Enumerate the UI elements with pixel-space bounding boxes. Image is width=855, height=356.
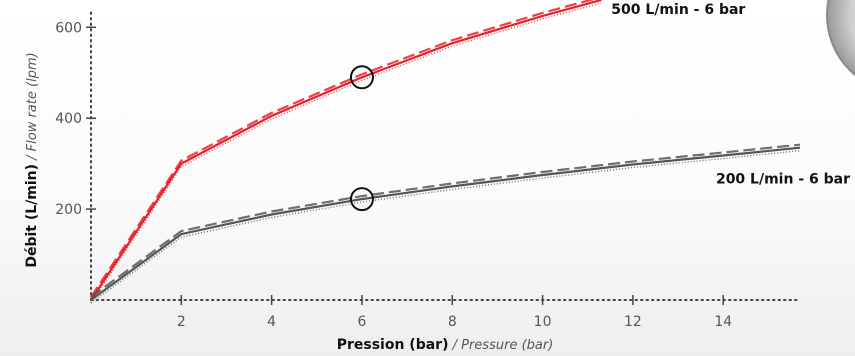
series-1-marker bbox=[349, 65, 374, 90]
x-tick-label: 4 bbox=[267, 314, 276, 330]
series-2-dashed-line bbox=[90, 143, 801, 298]
y-axis-label-main: Débit (L/min) bbox=[24, 164, 40, 268]
series-labels: 500 L/min - 6 bar 200 L/min - 6 bar bbox=[611, 2, 850, 188]
series-2-marker bbox=[349, 187, 374, 212]
series-layer bbox=[90, 0, 801, 304]
series-1-label: 500 L/min - 6 bar bbox=[611, 2, 745, 18]
series-1-dashed-line bbox=[90, 0, 595, 298]
axes bbox=[90, 11, 801, 301]
y-axis-label-alt: / Flow rate (lpm) bbox=[25, 52, 40, 164]
series-2-dotted-line bbox=[90, 150, 801, 304]
x-tick-label: 12 bbox=[624, 314, 642, 330]
series-2-label: 200 L/min - 6 bar bbox=[716, 172, 850, 188]
ticks: 2 4 6 8 10 12 14 200 400 600 bbox=[55, 20, 732, 330]
series-1-line bbox=[90, 0, 602, 301]
x-axis-label: Pression (bar) / Pressure (bar) bbox=[337, 337, 554, 353]
x-axis-label-main: Pression (bar) bbox=[337, 337, 449, 353]
markers bbox=[349, 65, 374, 212]
y-tick-label: 200 bbox=[55, 202, 82, 218]
x-axis-label-alt: / Pressure (bar) bbox=[448, 338, 553, 353]
x-tick-label: 10 bbox=[534, 314, 552, 330]
series-1-dotted-line bbox=[90, 2, 602, 304]
x-tick-label: 6 bbox=[357, 314, 366, 330]
y-tick-label: 400 bbox=[55, 111, 82, 127]
y-axis-label: Débit (L/min) / Flow rate (lpm) bbox=[24, 52, 40, 267]
x-tick-label: 14 bbox=[714, 314, 732, 330]
x-tick-label: 8 bbox=[448, 314, 457, 330]
series-2-line bbox=[90, 146, 801, 301]
decorative-gauge bbox=[826, 0, 855, 77]
x-tick-label: 2 bbox=[177, 314, 186, 330]
y-tick-label: 600 bbox=[55, 20, 82, 36]
